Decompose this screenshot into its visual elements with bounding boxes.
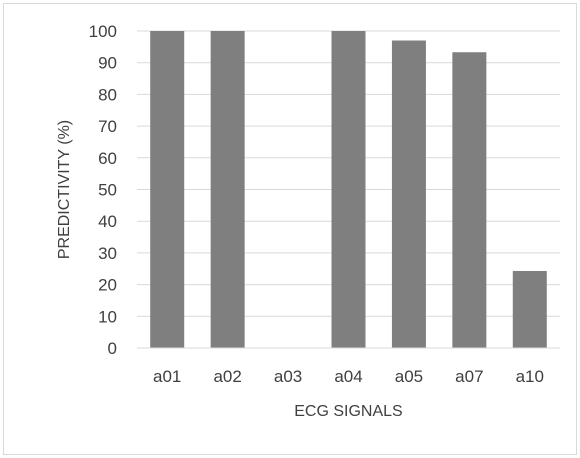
bar-a05 — [391, 40, 426, 348]
bar-a02 — [210, 31, 245, 348]
y-tick-label: 80 — [98, 85, 117, 104]
y-tick-label: 40 — [98, 212, 117, 231]
x-tick-label: a10 — [516, 367, 544, 386]
y-tick-labels: 0 10 20 30 40 50 60 70 80 90 100 — [89, 22, 117, 358]
bar-a01 — [150, 31, 185, 348]
x-axis-title: ECG SIGNALS — [294, 403, 402, 420]
x-tick-label: a04 — [334, 367, 362, 386]
x-tick-labels: a01 a02 a03 a04 a05 a07 a10 — [153, 367, 544, 386]
y-tick-label: 100 — [89, 22, 117, 41]
y-tick-label: 0 — [108, 339, 117, 358]
bar-a07 — [452, 52, 487, 348]
bar-a04 — [331, 31, 366, 348]
x-tick-label: a02 — [213, 367, 241, 386]
y-tick-label: 10 — [98, 307, 117, 326]
y-tick-label: 60 — [98, 149, 117, 168]
y-tick-label: 50 — [98, 181, 117, 200]
x-tick-label: a03 — [274, 367, 302, 386]
x-tick-label: a07 — [455, 367, 483, 386]
x-tick-label: a01 — [153, 367, 181, 386]
x-tick-label: a05 — [395, 367, 423, 386]
y-tick-label: 70 — [98, 117, 117, 136]
y-tick-label: 90 — [98, 54, 117, 73]
bar-a10 — [512, 270, 547, 348]
y-tick-label: 20 — [98, 276, 117, 295]
y-tick-label: 30 — [98, 244, 117, 263]
bars — [150, 31, 547, 348]
y-axis-title: PREDICTIVITY (%) — [56, 120, 73, 259]
